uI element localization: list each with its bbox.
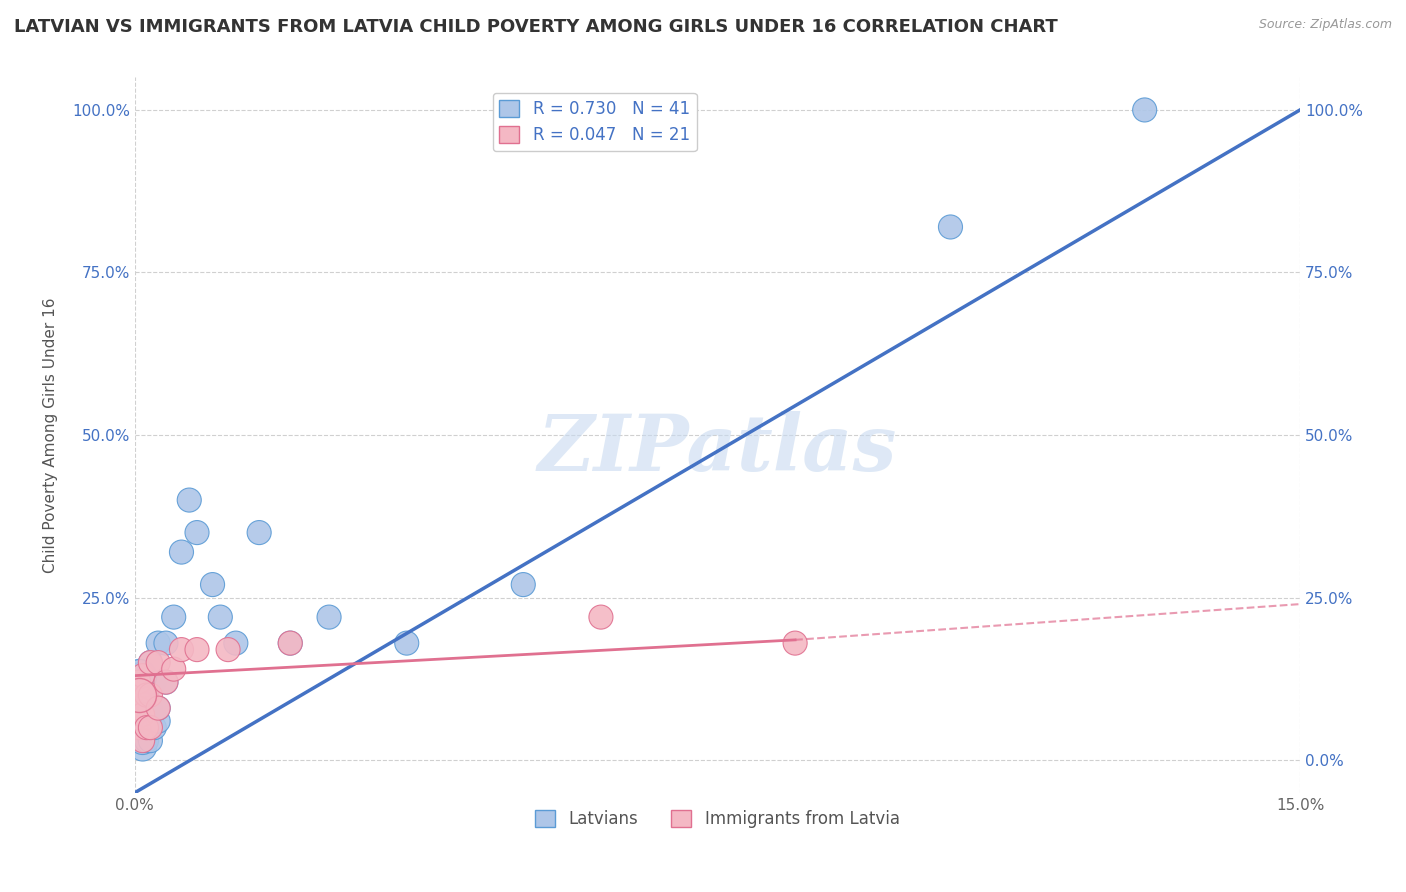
- Point: [179, 493, 201, 508]
- Y-axis label: Child Poverty Among Girls Under 16: Child Poverty Among Girls Under 16: [44, 297, 58, 573]
- Point: [146, 701, 169, 715]
- Point: [939, 219, 962, 234]
- Point: [128, 701, 150, 715]
- Point: [146, 701, 169, 715]
- Text: ZIPatlas: ZIPatlas: [537, 411, 897, 488]
- Point: [131, 668, 153, 682]
- Point: [139, 733, 162, 747]
- Point: [128, 733, 150, 747]
- Point: [128, 668, 150, 682]
- Point: [395, 636, 418, 650]
- Point: [217, 642, 239, 657]
- Point: [247, 525, 270, 540]
- Point: [131, 733, 153, 747]
- Point: [131, 707, 153, 722]
- Point: [131, 688, 153, 702]
- Point: [186, 525, 208, 540]
- Point: [278, 636, 301, 650]
- Point: [131, 707, 153, 722]
- Point: [146, 656, 169, 670]
- Point: [225, 636, 247, 650]
- Point: [135, 688, 157, 702]
- Point: [139, 714, 162, 728]
- Point: [155, 675, 177, 690]
- Point: [135, 733, 157, 747]
- Point: [155, 636, 177, 650]
- Point: [146, 714, 169, 728]
- Point: [135, 688, 157, 702]
- Point: [139, 675, 162, 690]
- Point: [139, 701, 162, 715]
- Point: [131, 668, 153, 682]
- Point: [128, 721, 150, 735]
- Point: [131, 721, 153, 735]
- Point: [209, 610, 232, 624]
- Text: LATVIAN VS IMMIGRANTS FROM LATVIA CHILD POVERTY AMONG GIRLS UNDER 16 CORRELATION: LATVIAN VS IMMIGRANTS FROM LATVIA CHILD …: [14, 18, 1057, 36]
- Point: [163, 662, 186, 676]
- Point: [785, 636, 807, 650]
- Point: [128, 714, 150, 728]
- Point: [170, 642, 193, 657]
- Point: [135, 707, 157, 722]
- Point: [278, 636, 301, 650]
- Point: [135, 721, 157, 735]
- Point: [1133, 103, 1156, 117]
- Point: [186, 642, 208, 657]
- Point: [170, 545, 193, 559]
- Point: [318, 610, 340, 624]
- Point: [128, 701, 150, 715]
- Point: [139, 688, 162, 702]
- Text: Source: ZipAtlas.com: Source: ZipAtlas.com: [1258, 18, 1392, 31]
- Point: [131, 733, 153, 747]
- Point: [139, 656, 162, 670]
- Point: [163, 610, 186, 624]
- Point: [143, 675, 166, 690]
- Point: [512, 577, 534, 591]
- Point: [135, 721, 157, 735]
- Point: [128, 721, 150, 735]
- Point: [201, 577, 224, 591]
- Point: [128, 727, 150, 741]
- Point: [155, 675, 177, 690]
- Point: [143, 721, 166, 735]
- Point: [139, 656, 162, 670]
- Point: [146, 636, 169, 650]
- Point: [128, 688, 150, 702]
- Point: [139, 721, 162, 735]
- Point: [589, 610, 612, 624]
- Point: [131, 740, 153, 755]
- Point: [128, 675, 150, 690]
- Legend: Latvians, Immigrants from Latvia: Latvians, Immigrants from Latvia: [529, 803, 907, 834]
